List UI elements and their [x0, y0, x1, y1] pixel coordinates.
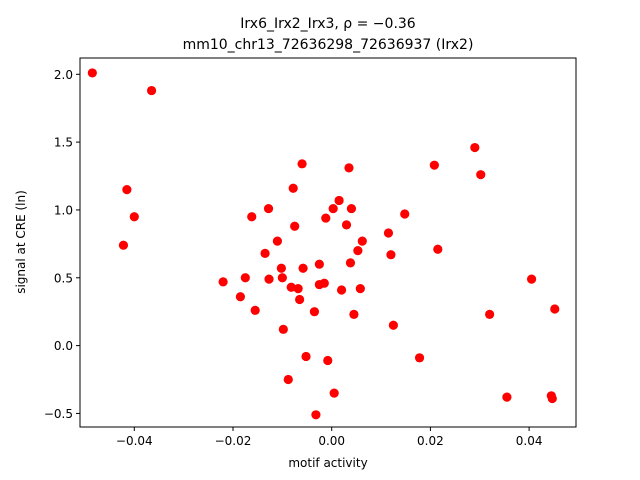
data-point — [470, 142, 480, 153]
data-point — [386, 250, 396, 260]
data-point — [383, 228, 394, 238]
data-point — [485, 309, 495, 319]
data-point — [319, 278, 329, 288]
data-point — [321, 213, 331, 223]
data-point — [87, 68, 97, 78]
data-point — [344, 163, 354, 173]
x-tick-label: −0.04 — [116, 434, 153, 448]
data-point — [272, 236, 283, 246]
data-point — [298, 263, 308, 273]
chart-title-line-2: mm10_chr13_72636298_72636937 (Irx2) — [183, 37, 474, 53]
data-point — [357, 236, 367, 246]
x-tick-label: −0.02 — [215, 434, 252, 448]
data-point — [336, 285, 347, 295]
y-tick-label: −0.5 — [44, 407, 73, 421]
data-point — [129, 212, 139, 222]
data-point — [288, 183, 298, 193]
x-tick-label: 0.02 — [417, 434, 444, 448]
data-point — [250, 305, 260, 315]
y-tick-label: 2.0 — [54, 68, 73, 82]
data-point — [323, 355, 333, 366]
data-point — [301, 351, 311, 362]
data-point — [388, 320, 398, 330]
data-point — [278, 324, 288, 334]
data-point — [334, 195, 344, 206]
data-point — [429, 160, 439, 170]
data-points — [87, 68, 560, 420]
data-point — [247, 212, 257, 222]
data-point — [328, 203, 338, 214]
data-point — [122, 184, 132, 195]
chart-title-line-1: Irx6_Irx2_Irx3, ρ = −0.36 — [240, 16, 416, 32]
x-tick-label: 0.00 — [318, 434, 345, 448]
data-point — [264, 274, 274, 284]
data-point — [277, 273, 287, 283]
data-point — [550, 304, 560, 314]
data-point — [290, 221, 300, 231]
data-point — [260, 248, 270, 258]
x-axis-ticks: −0.04 −0.02 0.00 0.02 0.04 — [116, 427, 543, 448]
data-point — [309, 307, 320, 317]
y-axis-label-text: signal at CRE (ln) — [14, 190, 28, 294]
x-tick-label: 0.04 — [516, 434, 543, 448]
data-point — [353, 246, 363, 256]
data-point — [345, 258, 356, 268]
data-point — [400, 209, 410, 219]
y-tick-label: 1.5 — [54, 136, 73, 150]
data-point — [414, 353, 425, 363]
data-point — [433, 244, 443, 254]
y-tick-label: 0.5 — [54, 271, 73, 285]
data-point — [118, 240, 129, 250]
data-point — [286, 282, 296, 292]
data-point — [502, 392, 512, 402]
y-tick-label: 1.0 — [54, 203, 73, 217]
data-point — [297, 159, 307, 169]
data-point — [314, 259, 324, 269]
data-point — [526, 274, 537, 284]
y-axis-label: signal at CRE (ln) — [14, 190, 28, 294]
data-point — [235, 292, 245, 302]
data-point — [547, 393, 557, 404]
data-point — [295, 294, 305, 305]
data-point — [355, 284, 365, 294]
data-point — [329, 388, 339, 398]
x-axis-label: motif activity — [288, 456, 367, 470]
y-axis-ticks: −0.5 0.0 0.5 1.0 1.5 2.0 — [44, 68, 80, 421]
data-point — [346, 203, 357, 214]
data-point — [218, 277, 228, 287]
data-point — [293, 284, 303, 294]
data-point — [263, 203, 274, 214]
data-point — [349, 309, 359, 319]
data-point — [341, 220, 352, 230]
y-tick-label: 0.0 — [54, 339, 73, 353]
plot-frame — [79, 57, 577, 428]
data-point — [240, 273, 250, 283]
data-point — [311, 410, 321, 420]
data-point — [276, 263, 286, 273]
data-point — [146, 85, 157, 96]
data-point — [283, 374, 293, 385]
data-point — [476, 170, 486, 180]
